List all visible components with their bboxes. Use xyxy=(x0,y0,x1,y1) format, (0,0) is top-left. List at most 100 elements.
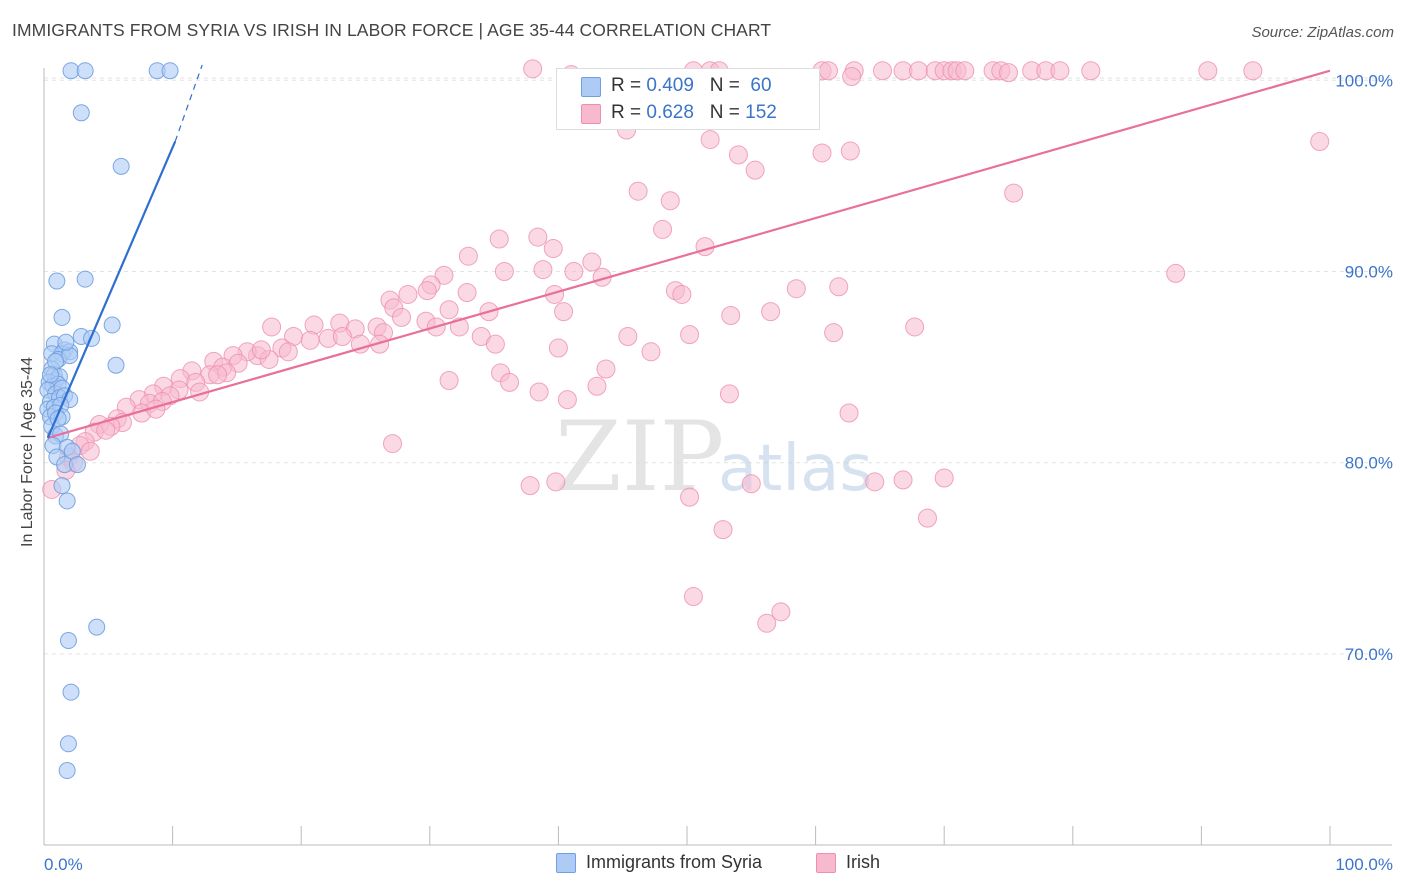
irish-point xyxy=(489,229,509,249)
irish-point xyxy=(680,325,700,345)
syria-point xyxy=(62,683,80,701)
irish-point xyxy=(721,305,741,325)
irish-point xyxy=(494,262,514,281)
n-label: N = xyxy=(709,75,746,96)
irish-point xyxy=(728,145,748,165)
syria-swatch xyxy=(556,853,576,873)
syria-point xyxy=(161,62,179,80)
irish-point xyxy=(865,472,885,492)
n-value: 60 xyxy=(750,75,772,96)
irish-point xyxy=(905,317,925,337)
irish-point xyxy=(546,472,566,492)
irish-point xyxy=(842,66,862,86)
syria-point xyxy=(72,104,90,122)
syria-points xyxy=(39,62,179,780)
tick-labels: 70.0% 80.0% 90.0% 100.0% 0.0% 100.0% xyxy=(44,71,1393,874)
irish-point xyxy=(370,334,390,354)
watermark-atlas: atlas xyxy=(718,432,873,506)
x-tick-label-max: 100.0% xyxy=(1335,855,1393,874)
y-tick-label: 70.0% xyxy=(1345,645,1393,664)
irish-point xyxy=(695,237,715,257)
irish-point xyxy=(439,300,459,320)
irish-point xyxy=(893,470,913,490)
irish-point xyxy=(1166,263,1186,283)
legend-label-irish: Irish xyxy=(846,852,881,872)
irish-points xyxy=(42,59,1330,633)
syria-point xyxy=(62,62,80,80)
irish-point xyxy=(934,468,954,488)
irish-point xyxy=(908,61,928,81)
irish-point xyxy=(683,587,703,607)
irish-trend-line xyxy=(47,69,1331,439)
syria-point xyxy=(68,456,86,474)
trend-lines xyxy=(46,64,1331,439)
irish-point xyxy=(457,283,477,303)
irish-point xyxy=(543,239,563,259)
irish-point xyxy=(434,265,454,285)
irish-point xyxy=(564,262,584,281)
irish-point xyxy=(554,302,574,322)
syria-trend-extension xyxy=(174,64,203,142)
syria-swatch xyxy=(581,77,601,97)
irish-point xyxy=(332,327,352,347)
irish-swatch xyxy=(816,853,836,873)
irish-point xyxy=(523,59,543,79)
irish-point xyxy=(818,61,838,81)
irish-point xyxy=(618,327,638,347)
irish-point xyxy=(251,340,271,360)
legend-label-syria: Immigrants from Syria xyxy=(586,852,763,872)
x-tick-label-min: 0.0% xyxy=(44,855,83,874)
n-value: 152 xyxy=(745,102,777,123)
irish-point xyxy=(771,602,791,622)
irish-point xyxy=(1243,61,1263,81)
irish-point xyxy=(812,143,832,163)
irish-point xyxy=(757,613,777,633)
syria-point xyxy=(58,492,76,510)
irish-point xyxy=(398,284,418,304)
irish-point xyxy=(278,342,298,362)
irish-point xyxy=(439,370,459,390)
syria-point xyxy=(76,62,94,80)
y-tick-label: 90.0% xyxy=(1345,263,1393,282)
irish-point xyxy=(786,279,806,299)
syria-point xyxy=(76,270,94,288)
watermark: ZIP atlas xyxy=(555,401,873,513)
syria-trend-line xyxy=(46,141,177,439)
r-label: R = xyxy=(611,102,647,123)
irish-swatch xyxy=(581,104,601,124)
irish-point xyxy=(653,219,673,239)
irish-point xyxy=(700,130,720,150)
source-credit: Source: ZipAtlas.com xyxy=(1251,24,1394,41)
irish-point xyxy=(1310,131,1330,151)
irish-point xyxy=(596,359,616,379)
y-tick-label: 80.0% xyxy=(1345,454,1393,473)
r-value: 0.628 xyxy=(646,102,694,123)
irish-point xyxy=(587,376,607,396)
irish-point xyxy=(533,260,553,280)
syria-point xyxy=(53,477,71,495)
irish-point xyxy=(824,323,844,343)
syria-point xyxy=(48,272,66,290)
irish-point xyxy=(840,141,860,161)
r-value: 0.409 xyxy=(646,75,694,96)
irish-point xyxy=(672,284,692,304)
syria-point xyxy=(112,157,130,175)
irish-point xyxy=(745,160,765,180)
syria-point xyxy=(53,308,71,326)
syria-point xyxy=(59,735,77,753)
irish-point xyxy=(208,365,228,385)
irish-point xyxy=(520,476,540,496)
syria-point xyxy=(58,762,76,780)
irish-point xyxy=(548,338,568,358)
irish-point xyxy=(999,63,1018,83)
irish-point xyxy=(300,330,320,350)
syria-point xyxy=(41,366,59,384)
irish-point xyxy=(872,61,892,81)
irish-point xyxy=(741,474,761,494)
stats-legend: R = 0.409 N = 60 R = 0.628 N = 152 xyxy=(556,68,820,130)
irish-point xyxy=(641,342,661,362)
syria-point xyxy=(103,316,121,334)
irish-point xyxy=(262,317,282,337)
irish-point xyxy=(80,441,100,461)
